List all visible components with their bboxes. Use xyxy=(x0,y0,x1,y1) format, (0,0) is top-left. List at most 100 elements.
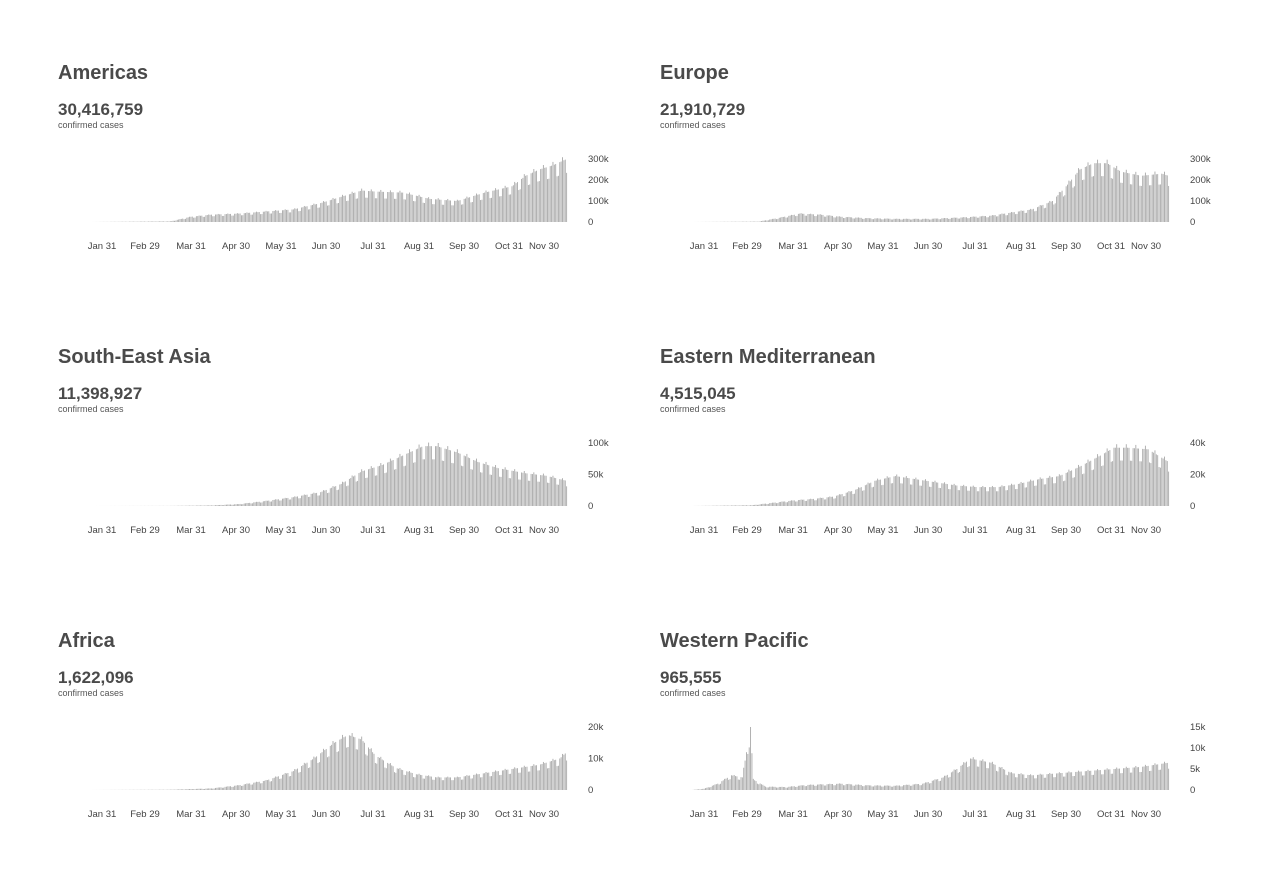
bar xyxy=(384,198,386,222)
bar xyxy=(1078,464,1079,506)
bar xyxy=(1121,460,1123,506)
bar xyxy=(1035,210,1037,222)
bar xyxy=(698,789,700,790)
bar xyxy=(529,480,531,506)
bar xyxy=(1127,447,1129,506)
bar xyxy=(776,503,777,506)
bar xyxy=(239,785,241,790)
bar xyxy=(467,197,469,222)
bar xyxy=(377,466,379,506)
bar xyxy=(1047,477,1049,506)
bar xyxy=(1013,773,1015,790)
bar xyxy=(320,203,322,222)
bar xyxy=(937,482,939,506)
bar xyxy=(413,201,415,222)
bar xyxy=(904,218,906,222)
bar xyxy=(316,204,318,222)
region-total: 4,515,045 xyxy=(660,384,736,403)
x-tick-label: Nov 30 xyxy=(529,809,559,820)
bar xyxy=(329,488,331,506)
bar xyxy=(242,785,244,790)
bar xyxy=(497,189,499,222)
bar xyxy=(241,215,242,222)
bar xyxy=(817,498,818,506)
bar xyxy=(890,219,892,222)
bar xyxy=(797,500,799,506)
bar xyxy=(1164,456,1165,506)
bar xyxy=(750,505,752,506)
bar xyxy=(1009,772,1011,790)
bar xyxy=(402,770,404,790)
bar xyxy=(1052,201,1053,222)
bar xyxy=(808,499,810,506)
bar xyxy=(903,477,905,506)
bar xyxy=(1084,463,1086,506)
bar xyxy=(812,784,814,790)
bar xyxy=(496,771,498,790)
bar xyxy=(763,220,765,222)
bar xyxy=(555,164,557,222)
bar xyxy=(523,174,525,222)
bar xyxy=(310,760,312,790)
bar xyxy=(234,785,236,790)
y-tick-label: 100k xyxy=(588,196,609,207)
bar xyxy=(1114,768,1116,790)
bar xyxy=(1017,483,1019,506)
bar xyxy=(404,199,406,222)
bar xyxy=(923,218,925,222)
bar xyxy=(829,215,831,222)
bar xyxy=(369,191,371,222)
bar xyxy=(1061,772,1063,790)
bar xyxy=(415,449,417,506)
bar xyxy=(766,220,768,222)
bar xyxy=(934,480,936,506)
bar xyxy=(778,786,780,790)
bar xyxy=(279,500,281,506)
bar xyxy=(975,759,977,790)
bar xyxy=(396,768,398,790)
bar xyxy=(503,469,505,506)
bar xyxy=(1030,208,1032,222)
x-tick-label: Jun 30 xyxy=(914,525,943,536)
bar xyxy=(1049,475,1051,506)
bar xyxy=(297,208,298,222)
bar xyxy=(889,477,891,506)
bar xyxy=(363,190,365,222)
bar xyxy=(930,486,932,506)
bar xyxy=(469,197,471,222)
bar xyxy=(732,775,734,790)
bar xyxy=(474,460,476,506)
bar xyxy=(1149,771,1150,790)
bar xyxy=(1142,766,1144,790)
bar xyxy=(703,788,705,790)
bar xyxy=(1053,483,1055,506)
bar xyxy=(312,493,313,506)
bar xyxy=(773,218,775,222)
bar xyxy=(466,453,468,506)
bar xyxy=(563,480,565,506)
bar xyxy=(306,206,308,222)
bar xyxy=(542,165,544,222)
x-tick-label: Jul 31 xyxy=(360,809,385,820)
bar xyxy=(549,761,551,790)
bar xyxy=(456,776,458,790)
bar xyxy=(1038,774,1040,790)
y-tick-label: 20k xyxy=(588,722,604,733)
bar xyxy=(819,214,821,222)
bar xyxy=(439,777,441,790)
bar xyxy=(294,496,296,506)
bar xyxy=(920,219,922,222)
bar xyxy=(965,217,967,222)
bar xyxy=(746,505,747,506)
bar xyxy=(552,758,554,790)
bar xyxy=(557,175,559,222)
bar xyxy=(516,768,518,790)
bar xyxy=(225,504,227,506)
bar xyxy=(385,768,387,790)
bar xyxy=(1087,162,1089,222)
bar xyxy=(470,202,472,222)
bar xyxy=(559,162,561,222)
bar xyxy=(1140,771,1142,790)
region-total-label: confirmed cases xyxy=(660,688,726,698)
bar xyxy=(946,484,948,506)
